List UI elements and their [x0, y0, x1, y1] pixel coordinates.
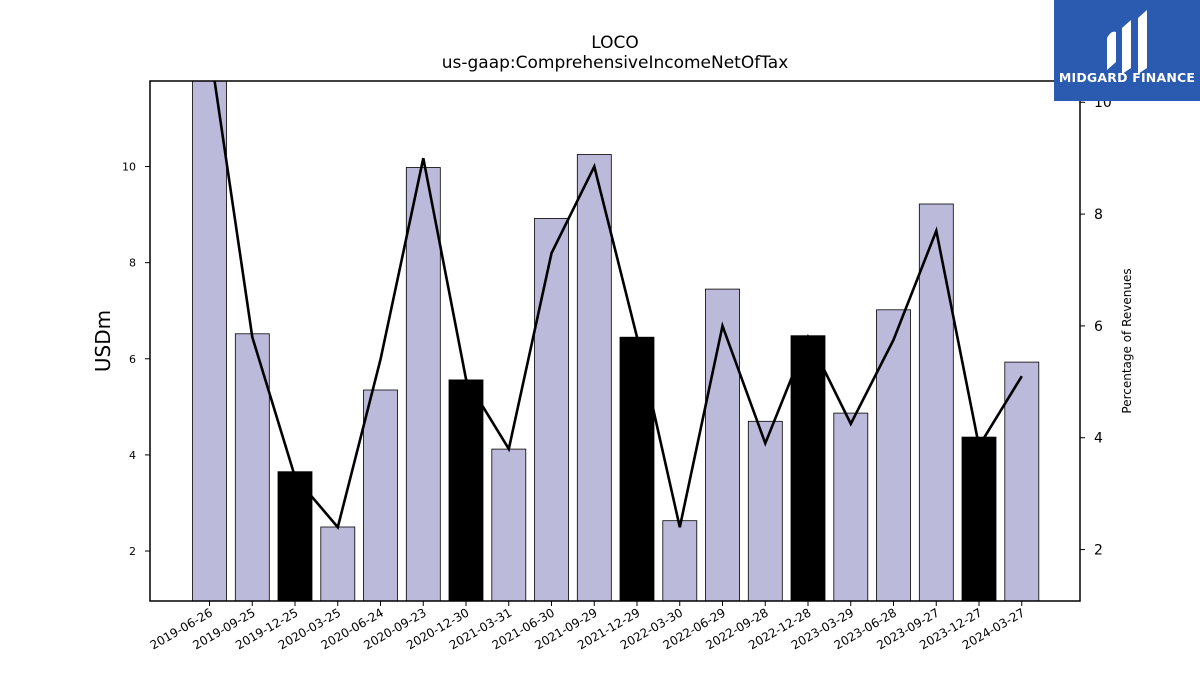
chart-title: LOCO: [591, 33, 639, 53]
bar-2019-12-25: [277, 471, 313, 602]
logo: MIDGARD FINANCE: [1054, 0, 1200, 101]
bars: [192, 80, 1040, 602]
y2-axis-label: Percentage of Revenues: [1120, 268, 1134, 413]
bar-2022-12-28: [790, 335, 826, 602]
bar-2022-03-30: [662, 520, 698, 602]
y-tick-label: 10: [122, 161, 136, 174]
logo-text: MIDGARD FINANCE: [1058, 70, 1196, 85]
bar-2023-03-29: [833, 412, 869, 602]
y-tick-label: 4: [129, 449, 136, 462]
line-layer: [213, 81, 1023, 530]
y2-tick-label: 8: [1094, 207, 1103, 223]
y-axis-left: 2 4 6 8 10: [122, 161, 150, 558]
bar-2021-09-29: [576, 154, 612, 602]
x-axis: 2019-06-262019-09-252019-12-252020-03-25…: [148, 601, 1027, 652]
chart-subtitle: us-gaap:ComprehensiveIncomeNetOfTax: [441, 53, 789, 73]
y2-tick-label: 2: [1094, 543, 1103, 559]
bar-2023-12-27: [961, 436, 997, 602]
bar-2020-06-24: [363, 389, 398, 602]
bar-2020-03-25: [320, 526, 356, 602]
percentage-line: [213, 81, 1023, 530]
bar-2021-12-29: [619, 336, 655, 602]
bar-2021-03-31: [491, 448, 527, 602]
y-tick-label: 2: [129, 545, 136, 558]
bar-2023-09-27: [918, 203, 954, 602]
bar-2021-06-30: [534, 217, 569, 602]
y2-tick-label: 4: [1094, 431, 1103, 447]
y-axis-label: USDm: [91, 310, 115, 372]
midgard-logo-icon: [1107, 10, 1147, 74]
y-tick-label: 6: [129, 353, 136, 366]
bar-2023-06-28: [876, 309, 911, 602]
bar-2024-03-27: [1004, 361, 1040, 602]
bar-2019-06-26: [192, 80, 227, 602]
bar-2020-12-30: [448, 379, 484, 602]
bar-2020-09-23: [405, 167, 441, 602]
bar-2022-06-29: [705, 288, 740, 602]
bar-2022-09-28: [747, 420, 783, 602]
plot-frame: [149, 80, 1081, 602]
y-tick-label: 8: [129, 257, 136, 270]
y2-tick-label: 6: [1094, 319, 1103, 335]
